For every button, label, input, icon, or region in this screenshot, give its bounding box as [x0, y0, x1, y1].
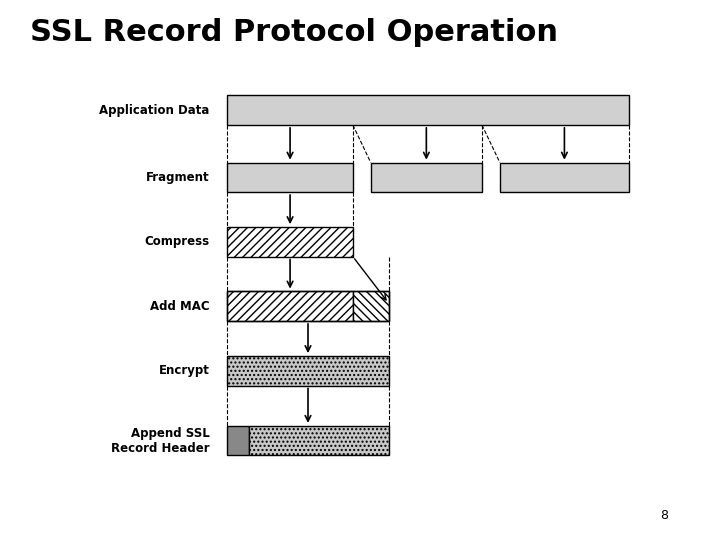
Bar: [228, 96, 629, 125]
Bar: [500, 163, 629, 192]
Text: Fragment: Fragment: [145, 171, 210, 184]
Bar: [249, 426, 389, 455]
Text: SSL Record Protocol Operation: SSL Record Protocol Operation: [30, 17, 558, 46]
Bar: [228, 292, 353, 321]
Bar: [228, 227, 353, 256]
Bar: [228, 163, 353, 192]
Bar: [228, 356, 389, 386]
Text: Add MAC: Add MAC: [150, 300, 210, 313]
Text: Append SSL
Record Header: Append SSL Record Header: [111, 427, 210, 455]
Bar: [353, 292, 389, 321]
Bar: [371, 163, 482, 192]
Text: 8: 8: [660, 510, 668, 523]
Bar: [228, 292, 389, 321]
Text: Compress: Compress: [144, 235, 210, 248]
Text: Application Data: Application Data: [99, 104, 210, 117]
Text: Encrypt: Encrypt: [158, 364, 210, 377]
Bar: [228, 426, 249, 455]
